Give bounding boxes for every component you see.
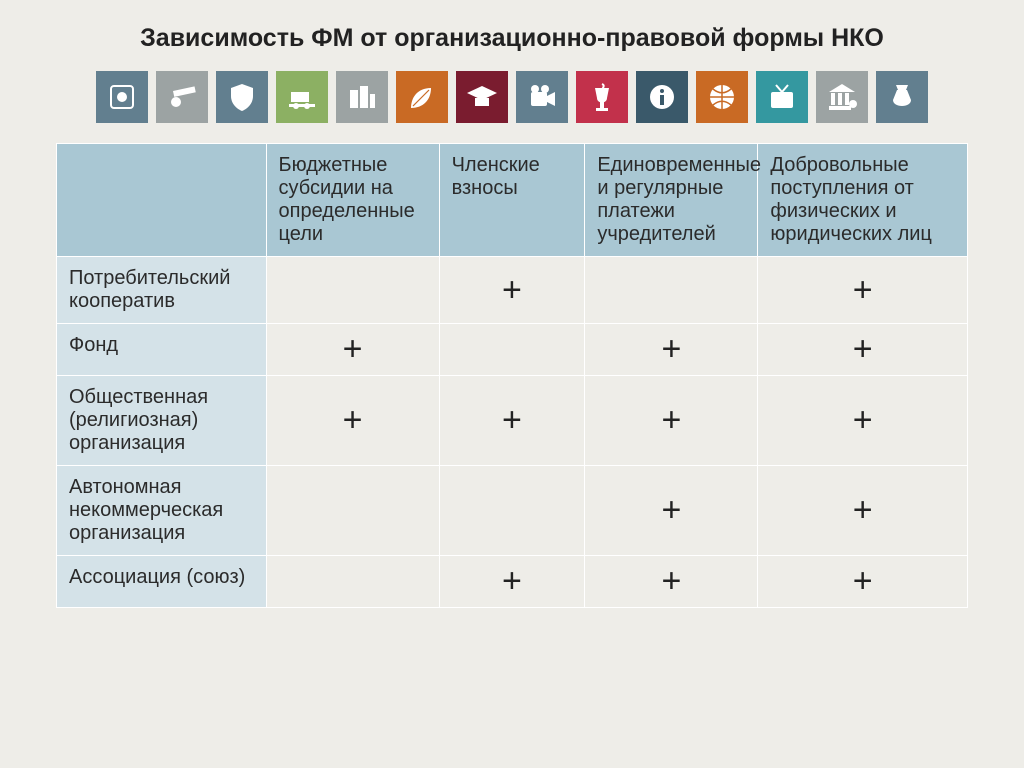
table-row: Общественная (религиозная) организация++…	[57, 376, 968, 466]
row-label: Общественная (религиозная) организация	[57, 376, 267, 466]
table-cell: +	[758, 466, 968, 556]
row-label: Потребительский кооператив	[57, 257, 267, 324]
table-row: Потребительский кооператив + +	[57, 257, 968, 324]
row-label: Фонд	[57, 324, 267, 376]
funding-table: Бюджетные субсидии на определенные целиЧ…	[56, 143, 968, 608]
table-cell: +	[758, 556, 968, 608]
gradcap-icon	[456, 71, 508, 123]
column-header: Добровольные поступления от физических и…	[758, 144, 968, 257]
table-cell: +	[439, 376, 585, 466]
column-header: Бюджетные субсидии на определенные цели	[266, 144, 439, 257]
page-title: Зависимость ФМ от организационно-правово…	[56, 24, 968, 53]
table-cell	[439, 324, 585, 376]
table-cell: +	[758, 376, 968, 466]
row-label: Ассоциация (союз)	[57, 556, 267, 608]
moneybag-icon	[876, 71, 928, 123]
buildings-icon	[336, 71, 388, 123]
table-cell: +	[758, 257, 968, 324]
row-label: Автономная некоммерческая организация	[57, 466, 267, 556]
leaf-icon	[396, 71, 448, 123]
table-cell: +	[585, 324, 758, 376]
tv-icon	[756, 71, 808, 123]
camera-icon	[516, 71, 568, 123]
info-icon	[636, 71, 688, 123]
table-cell: +	[266, 376, 439, 466]
table-cell: +	[758, 324, 968, 376]
cart-icon	[276, 71, 328, 123]
table-cell: +	[585, 466, 758, 556]
column-header: Членские взносы	[439, 144, 585, 257]
table-cell	[585, 257, 758, 324]
shield-icon	[216, 71, 268, 123]
cannon-icon	[156, 71, 208, 123]
bank-icon	[816, 71, 868, 123]
table-row: Автономная некоммерческая организация ++	[57, 466, 968, 556]
table-cell: +	[266, 324, 439, 376]
table-cell	[266, 257, 439, 324]
emblem-icon	[96, 71, 148, 123]
ball-icon	[696, 71, 748, 123]
table-cell	[439, 466, 585, 556]
icon-row	[56, 71, 968, 123]
table-cell: +	[439, 556, 585, 608]
table-cell: +	[585, 556, 758, 608]
column-header	[57, 144, 267, 257]
table-row: Фонд+++	[57, 324, 968, 376]
table-row: Ассоциация (союз)+++	[57, 556, 968, 608]
snake-cup-icon	[576, 71, 628, 123]
table-cell: +	[585, 376, 758, 466]
table-cell	[266, 466, 439, 556]
column-header: Единовременные и регулярные платежи учре…	[585, 144, 758, 257]
table-cell	[266, 556, 439, 608]
table-cell: +	[439, 257, 585, 324]
